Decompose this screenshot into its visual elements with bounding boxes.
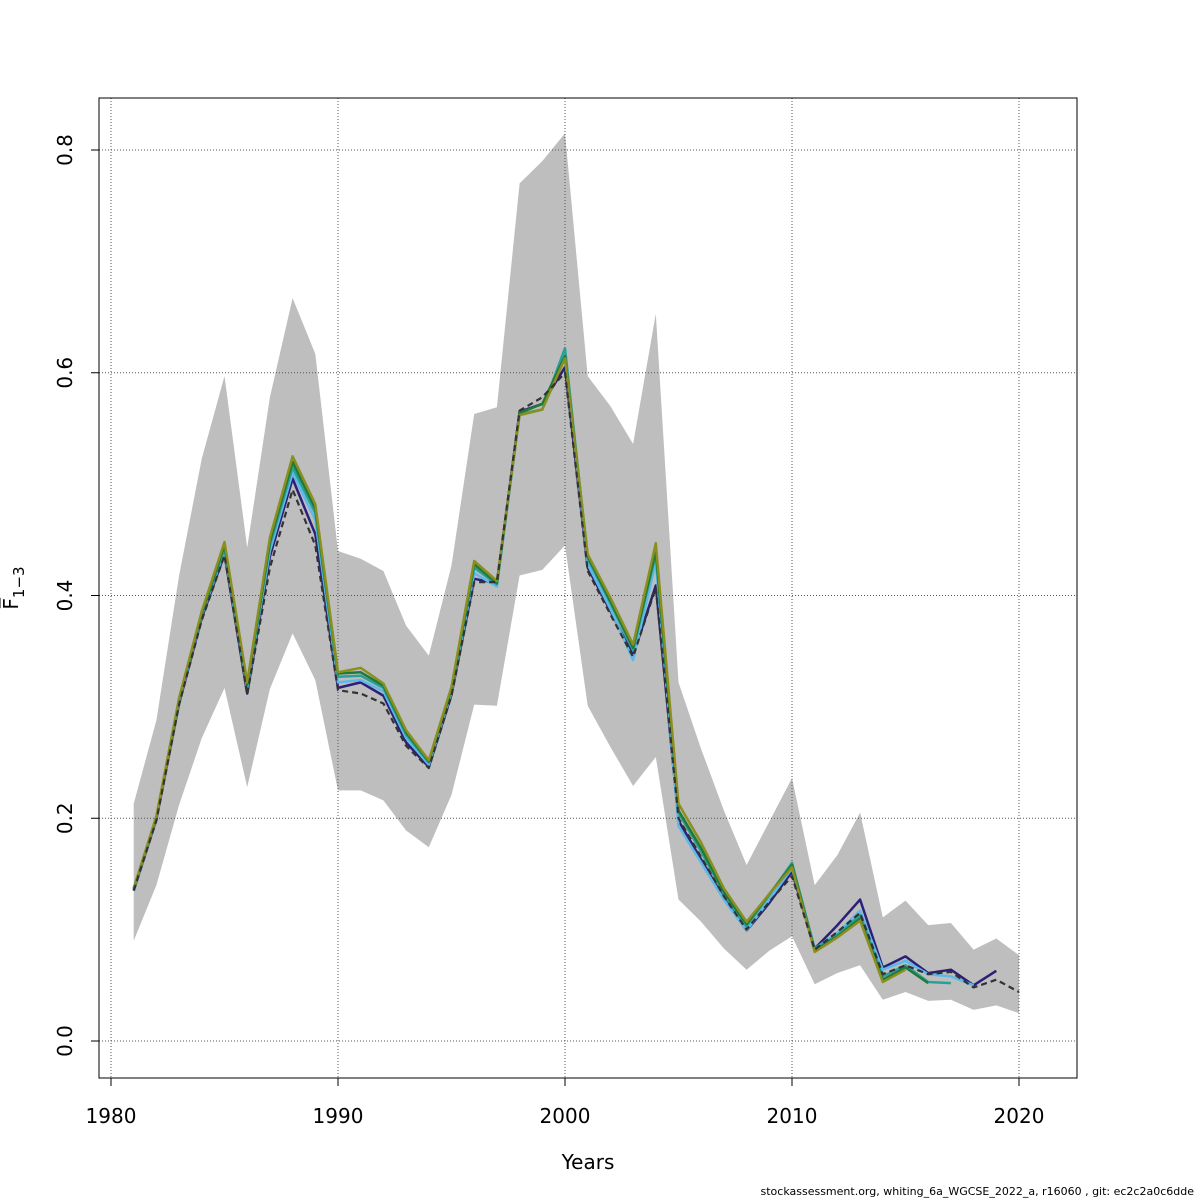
y-axis-title: F̅1−3: [0, 566, 28, 609]
y-tick-label: 0.6: [53, 357, 77, 389]
footer-note: stockassessment.org, whiting_6a_WGCSE_20…: [760, 1185, 1195, 1198]
x-tick-label: 2000: [540, 1104, 591, 1128]
x-tick-label: 2010: [767, 1104, 818, 1128]
x-tick-label: 1990: [313, 1104, 364, 1128]
y-axis: 0.0 0.2 0.4 0.6 0.8: [53, 134, 99, 1057]
series-line-6: [132, 357, 907, 984]
plot-frame: [98, 97, 1078, 1079]
x-axis: 1980 1990 2000 2010 2020: [86, 1078, 1045, 1128]
confidence-band: [133, 133, 1019, 1014]
y-tick-label: 0.2: [53, 802, 77, 834]
y-tick-label: 0.8: [53, 134, 77, 166]
x-tick-label: 1980: [86, 1104, 137, 1128]
y-tick-label: 0.4: [53, 580, 77, 612]
y-axis-title-subscript: 1−3: [10, 566, 28, 598]
x-tick-label: 2020: [994, 1104, 1045, 1128]
series-line-1: [132, 371, 1020, 993]
confidence-band-layer: [133, 133, 1019, 1014]
y-axis-title-main: F̅: [0, 597, 23, 610]
y-tick-label: 0.0: [53, 1025, 77, 1057]
x-axis-title: Years: [561, 1150, 615, 1174]
series-layer: [132, 346, 1020, 993]
